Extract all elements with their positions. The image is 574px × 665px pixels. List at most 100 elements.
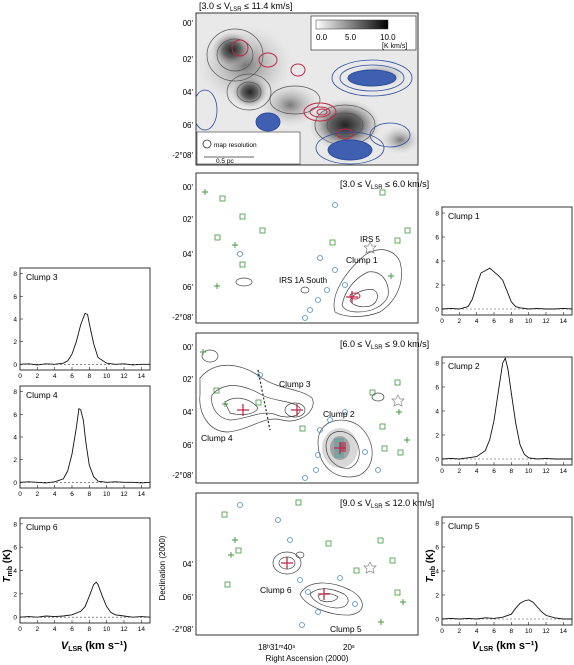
xlabel-right: VLSR (km s⁻¹) [472,640,539,653]
colorbar [315,19,389,30]
x-tick-label: 6 [492,468,496,475]
x-tick-label: 10 [525,468,533,475]
label-clump3: Clump 3 [279,379,311,389]
green-crosses-b [200,349,410,443]
dec-ticks-a: 00' 02' 04' 06' -2°08' [172,183,193,322]
colorbar-unit: [K km/s] [382,43,407,50]
range-label-b: [6.0 ≤ VLSR ≤ 9.0 km/s] [340,339,429,351]
green-squares-b [213,379,404,456]
spectrum-line [19,312,150,366]
spectrum-panel: 0 2 4 6 8 10 12 14 0 2 4 6 8 Clump 4 [13,385,151,498]
spectrum-title: Clump 3 [26,272,58,282]
red-crosses-b [237,404,346,454]
x-tick-label: 0 [18,373,22,380]
range-label-c: [9.0 ≤ VLSR ≤ 12.0 km/s] [340,498,434,510]
label-clump5: Clump 5 [330,624,362,634]
y-tick-label: 0 [13,615,17,622]
x-tick-label: 4 [53,491,57,498]
x-tick-label: 8 [510,628,514,635]
spectrum-panel: 0 2 4 6 8 10 12 14 0 2 4 6 8 Clump 2 [435,356,573,475]
xlabel-left: VLSR (km s⁻¹) [61,640,128,653]
x-tick-label: 6 [70,491,74,498]
map-a [195,172,419,324]
green-squares [214,189,411,268]
x-tick-label: 4 [53,373,57,380]
spectrum-line [441,599,572,620]
y-tick-label: 6 [13,294,17,301]
label-irs1a-south: IRS 1A South [279,276,327,285]
x-tick-label: 12 [542,318,550,325]
svg-text:06': 06' [183,121,194,130]
resolution-beam [202,139,212,149]
y-tick-label: 2 [435,283,439,290]
map-b [195,332,419,484]
spectrum-panel: 0 2 4 6 8 10 12 14 0 2 4 6 8 Clump 3 [13,267,151,380]
red-crosses-c [281,557,330,600]
x-tick-label: 8 [88,491,92,498]
x-tick-label: 10 [103,491,111,498]
svg-text:02': 02' [183,375,194,384]
map-resolution-label: map resolution [214,142,257,149]
x-tick-label: 12 [120,373,128,380]
svg-text:06': 06' [183,441,194,450]
colorbar-tick: 0.0 [316,33,328,42]
dec-ticks-c: 04' 06' -2°08' [172,560,193,634]
y-tick-label: 8 [13,389,17,396]
spectra-group: 0 2 4 6 8 10 12 14 0 2 4 6 8 Clump 3 0 2 4 6 8 10 12 14 0 2 4 6 8 C… [13,206,573,635]
spectrum-panel: 0 2 4 6 8 10 12 14 0 2 4 6 8 Clump 6 [13,517,151,633]
svg-text:-2°08': -2°08' [172,471,193,480]
x-tick-label: 0 [440,318,444,325]
spectrum-line [441,267,573,310]
red-cross-clump1 [346,291,358,303]
x-tick-label: 2 [458,628,462,635]
x-tick-label: 8 [510,318,514,325]
x-tick-label: 0 [440,628,444,635]
x-tick-label: 14 [560,468,568,475]
x-tick-label: 4 [475,468,479,475]
y-tick-label: 0 [13,480,17,487]
x-tick-label: 10 [525,628,533,635]
y-tick-label: 4 [13,435,17,442]
ylabel-right: Tmb (K) [425,549,437,582]
svg-text:04': 04' [183,88,194,97]
svg-text:00': 00' [183,343,194,352]
x-tick-label: 2 [36,626,40,633]
x-tick-label: 2 [458,468,462,475]
spectrum-frame [441,356,573,466]
y-tick-label: 4 [435,409,439,416]
ra-tick: 20ˢ [343,643,355,652]
y-tick-label: 0 [435,457,439,464]
y-tick-label: 2 [435,593,439,600]
x-tick-label: 14 [138,491,146,498]
dec-ticks-b: 00' 02' 04' 06' -2°08' [172,343,193,480]
svg-text:06': 06' [183,283,194,292]
map-top: 0.0 5.0 10.0 [K km/s] map resolution 0.5… [195,12,419,166]
ra-tick: 18ʰ31ᵐ40ˢ [258,643,295,652]
x-tick-label: 0 [440,468,444,475]
y-tick-label: 2 [435,433,439,440]
svg-text:02': 02' [183,55,194,64]
y-tick-label: 0 [435,617,439,624]
map-c [195,492,419,636]
spectrum-frame [441,516,573,626]
y-tick-label: 0 [13,362,17,369]
svg-text:-2°08': -2°08' [172,151,193,160]
y-tick-label: 2 [13,457,17,464]
range-label-top: [3.0 ≤ VLSR ≤ 11.4 km/s] [199,1,292,13]
x-tick-label: 10 [103,373,111,380]
x-tick-label: 4 [475,318,479,325]
label-irs5: IRS 5 [360,235,381,244]
spectrum-frame [19,517,151,624]
x-tick-label: 14 [560,628,568,635]
blue-circles-b [257,372,381,481]
x-tick-label: 4 [53,626,57,633]
scale-label: 0.5 pc [216,158,234,165]
y-tick-label: 8 [435,361,439,368]
x-tick-label: 6 [70,373,74,380]
svg-text:04': 04' [183,560,194,569]
green-squares-c [221,499,401,596]
label-clump6: Clump 6 [260,585,292,595]
colorbar-tick: 10.0 [380,33,396,42]
x-tick-label: 12 [120,491,128,498]
x-tick-label: 2 [458,318,462,325]
